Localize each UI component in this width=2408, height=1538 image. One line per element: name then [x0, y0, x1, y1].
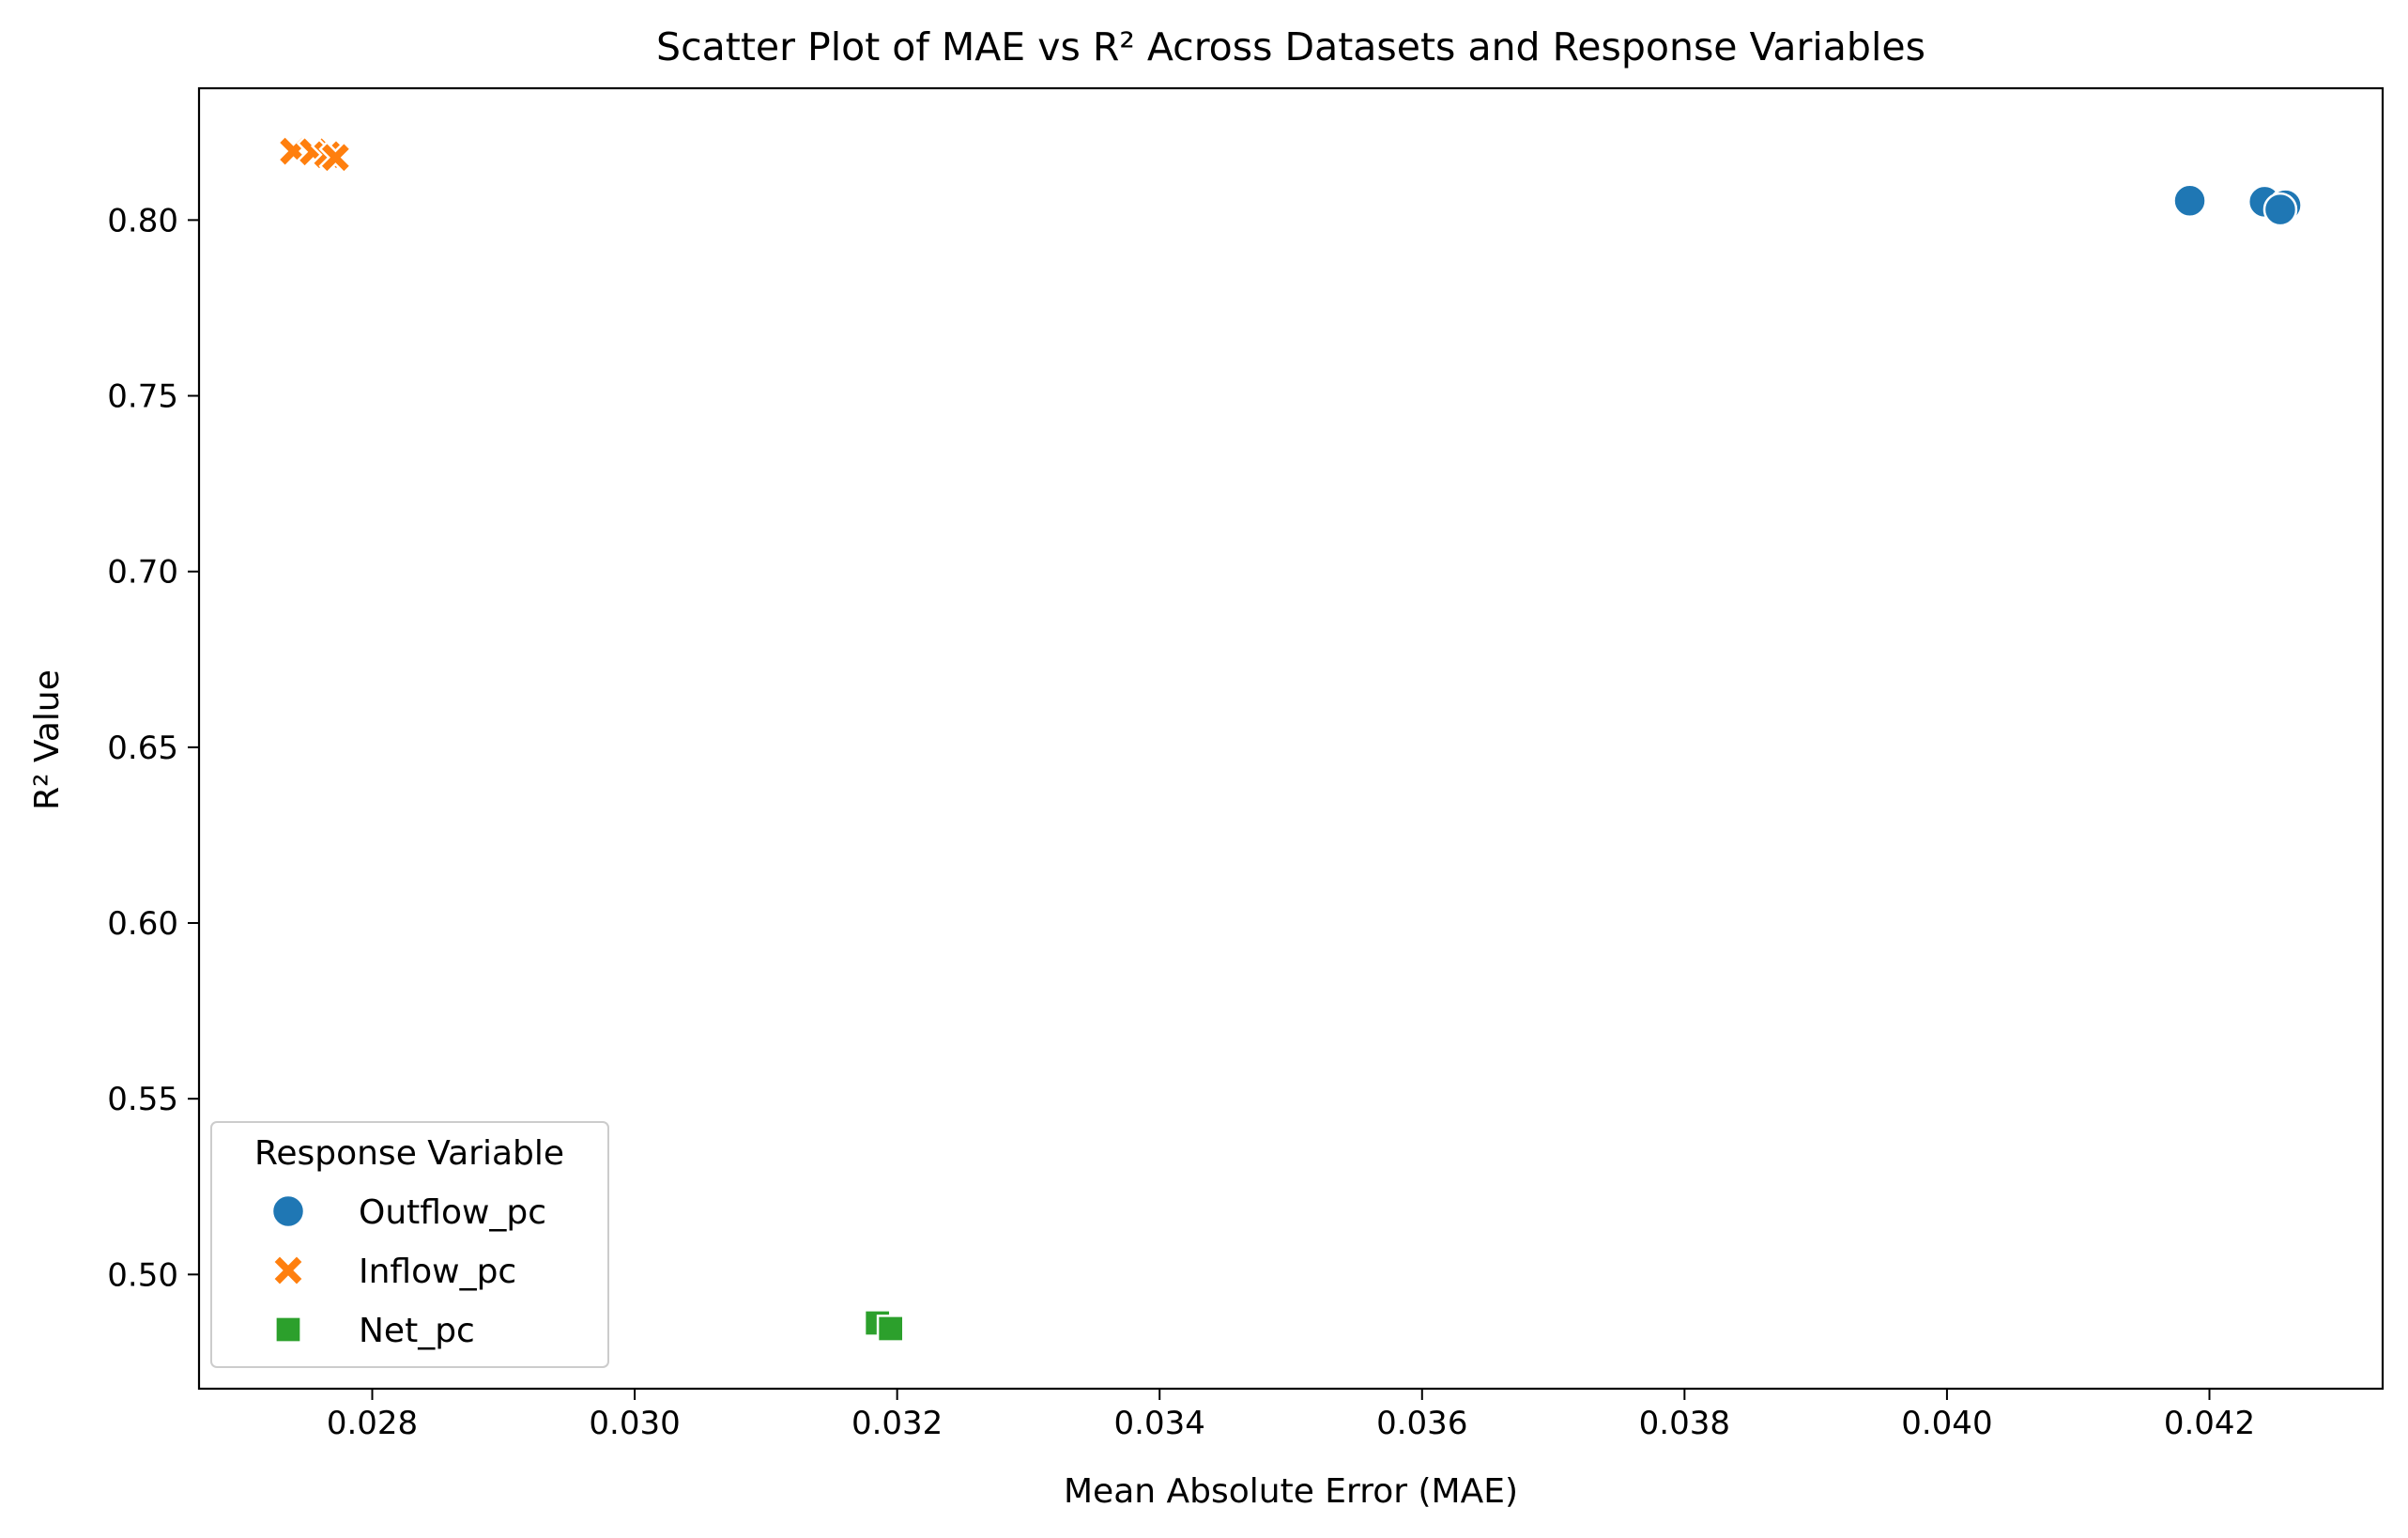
- legend-marker-circle: [270, 1193, 306, 1229]
- y-tick-label: 0.80: [107, 202, 178, 239]
- x-tick-label: 0.042: [2164, 1405, 2255, 1442]
- x-tick-label: 0.040: [1901, 1405, 1992, 1442]
- legend-item: Inflow_pc: [271, 1253, 516, 1291]
- x-tick-label: 0.030: [589, 1405, 680, 1442]
- x-axis-ticks: 0.028 0.030 0.032 0.034 0.036 0.038 0.040 0.042: [327, 1389, 2255, 1442]
- data-markers: [276, 134, 2303, 1343]
- x-tick-label: 0.034: [1114, 1405, 1205, 1442]
- legend-title: Response Variable: [254, 1134, 564, 1173]
- legend-item: Net_pc: [274, 1312, 475, 1350]
- legend-item: Outflow_pc: [270, 1193, 546, 1232]
- y-tick-label: 0.50: [107, 1256, 178, 1294]
- legend-label: Outflow_pc: [359, 1193, 546, 1232]
- y-tick-label: 0.55: [107, 1081, 178, 1118]
- data-point-outflow-pc: [2172, 183, 2207, 219]
- x-axis-label: Mean Absolute Error (MAE): [1064, 1472, 1518, 1511]
- y-axis-ticks: 0.50 0.55 0.60 0.65 0.70 0.75 0.80: [107, 202, 199, 1294]
- y-tick-label: 0.70: [107, 554, 178, 592]
- chart-title: Scatter Plot of MAE vs R² Across Dataset…: [656, 24, 1925, 69]
- legend-label: Net_pc: [359, 1312, 475, 1350]
- plot-area: [197, 86, 2385, 1391]
- legend-label: Inflow_pc: [359, 1253, 516, 1291]
- data-point-net-pc: [876, 1315, 905, 1343]
- legend-marker-x: [271, 1253, 305, 1287]
- legend-box: [210, 1121, 609, 1368]
- x-tick-label: 0.038: [1639, 1405, 1730, 1442]
- x-tick-label: 0.032: [851, 1405, 943, 1442]
- data-point-outflow-pc: [2262, 192, 2298, 227]
- y-tick-label: 0.65: [107, 730, 178, 767]
- x-tick-label: 0.036: [1376, 1405, 1467, 1442]
- y-tick-label: 0.60: [107, 905, 178, 943]
- plot-frame: [197, 86, 2385, 1391]
- legend-items: Outflow_pc Inflow_pc Net_pc: [270, 1193, 546, 1350]
- legend: Response Variable Outflow_pc Inflow_pc Net…: [210, 1121, 609, 1368]
- y-axis-label: R² Value: [28, 669, 67, 810]
- data-point-inflow-pc: [318, 140, 353, 175]
- y-tick-label: 0.75: [107, 378, 178, 416]
- x-tick-label: 0.028: [327, 1405, 418, 1442]
- legend-marker-square: [274, 1315, 302, 1344]
